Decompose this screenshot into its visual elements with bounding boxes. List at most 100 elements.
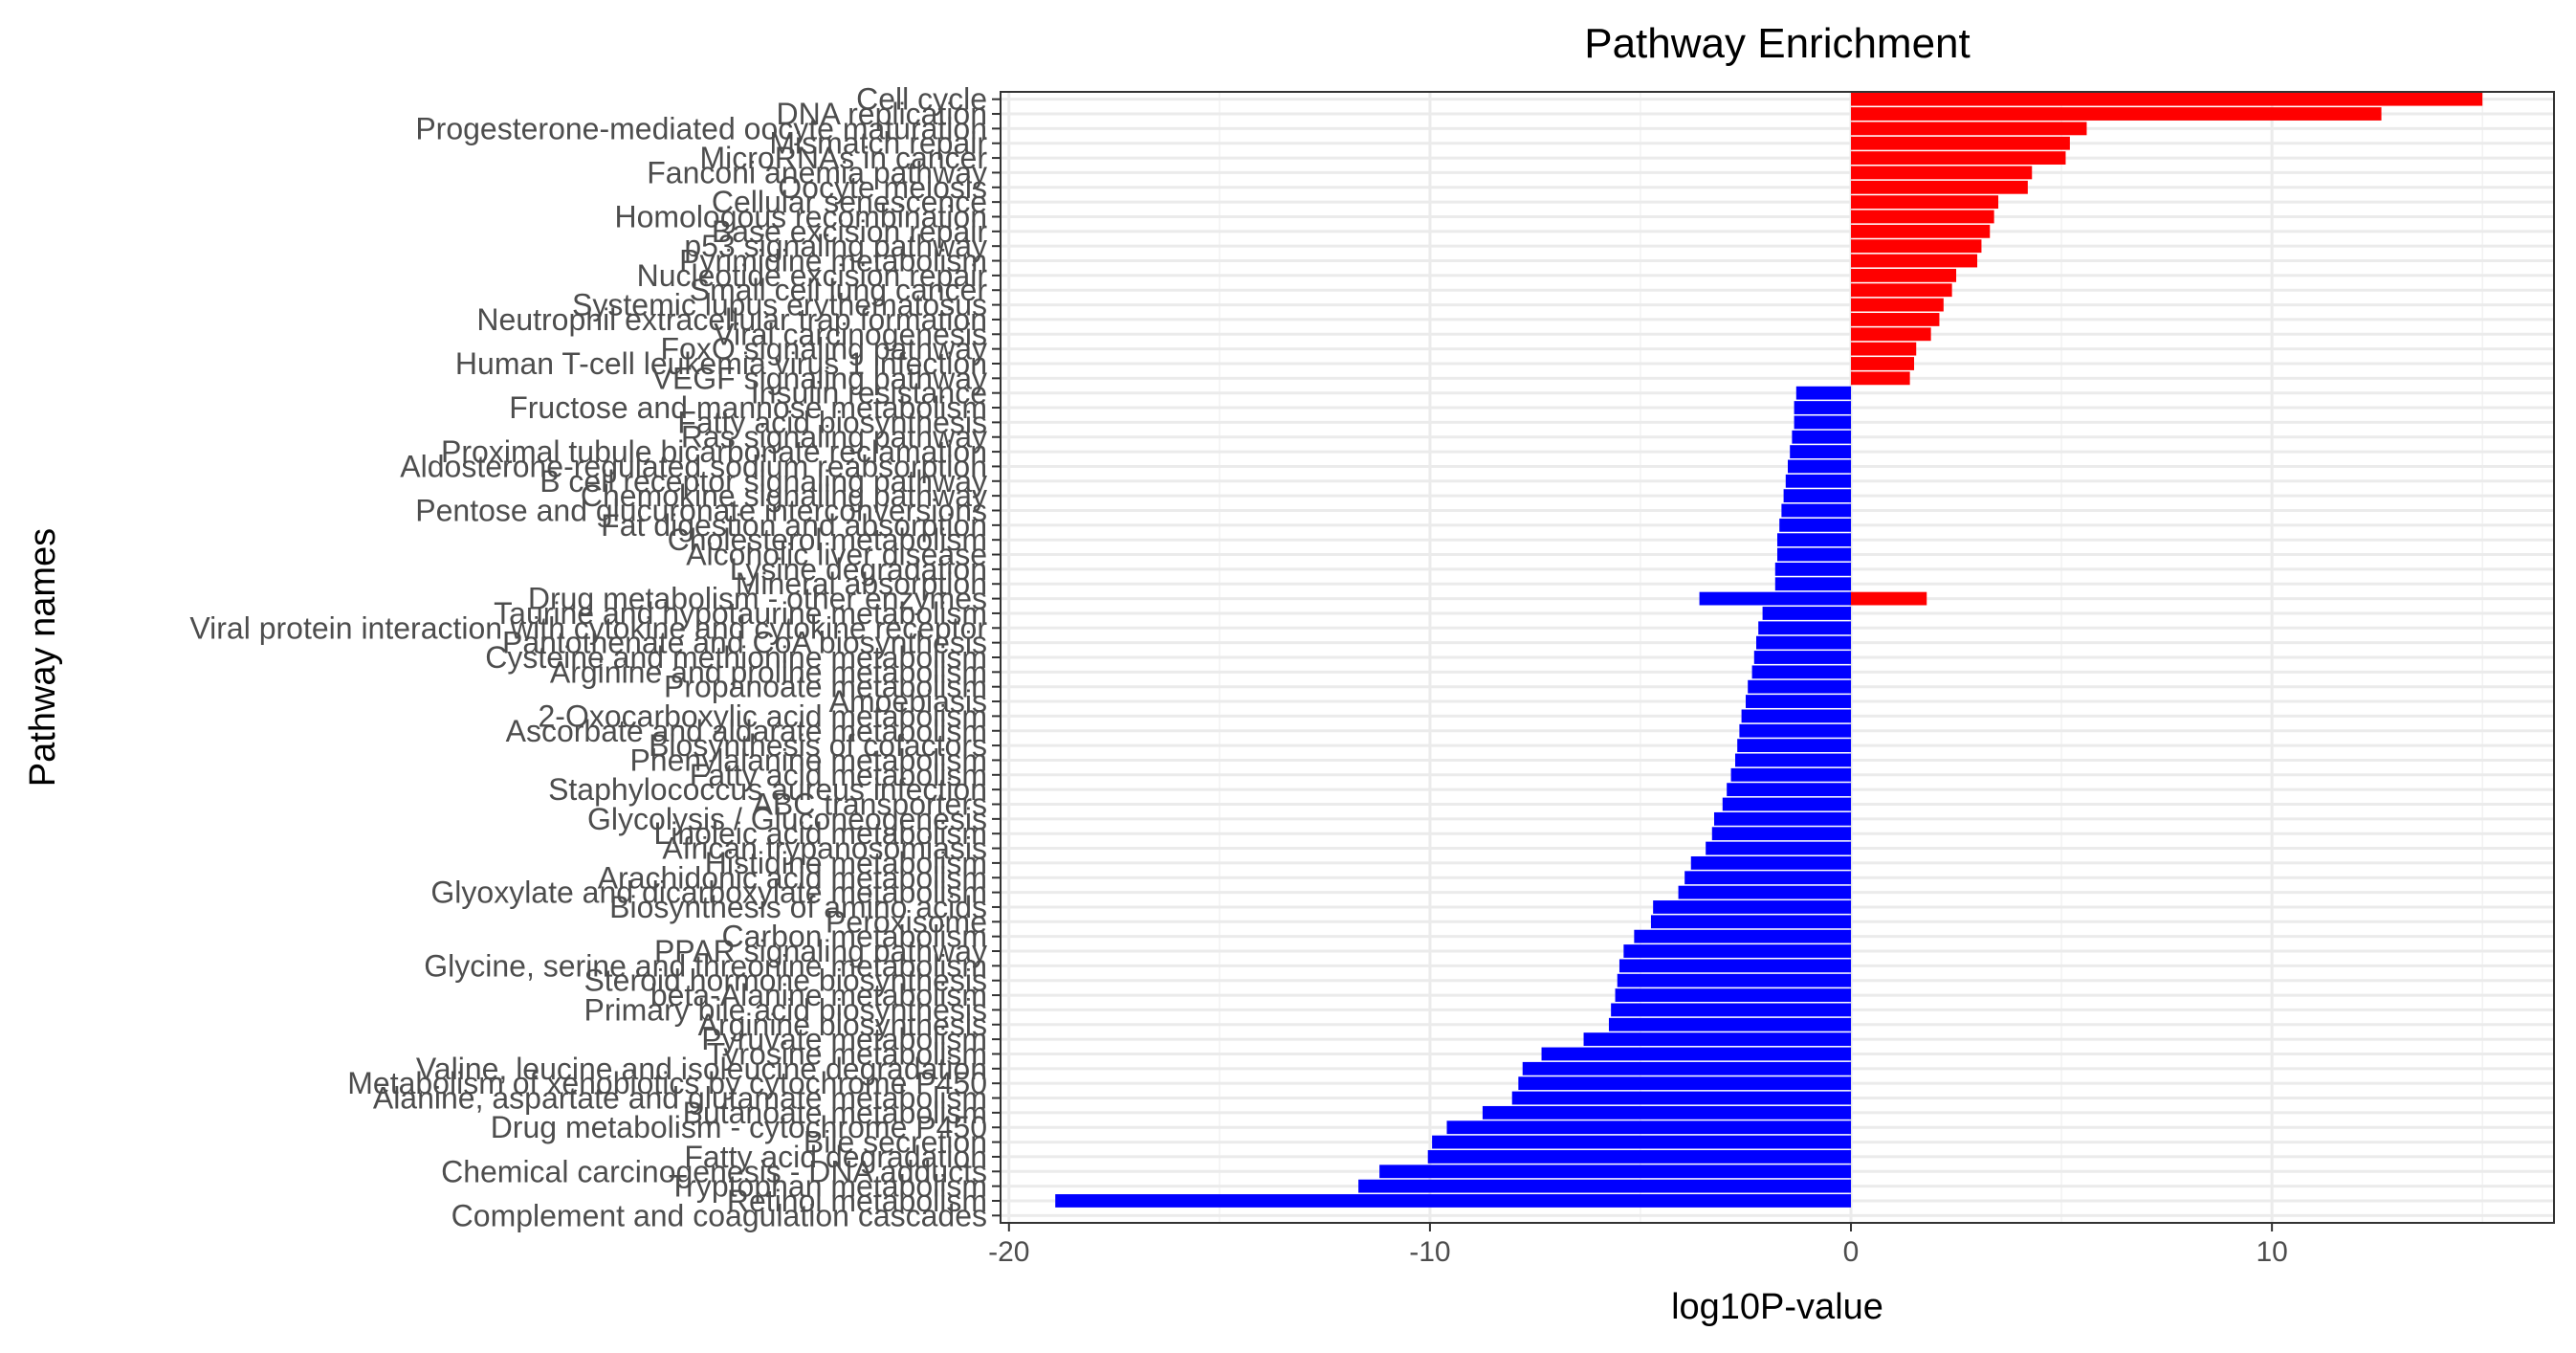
bar	[1774, 562, 1852, 576]
y-tick-label: Steroid hormone biosynthesis	[583, 964, 987, 998]
bar	[1851, 180, 2028, 194]
bar	[1851, 327, 1931, 342]
y-tick-label: Carbon metabolism	[722, 920, 987, 954]
bar	[1790, 445, 1852, 458]
y-tick-label: Cell cycle	[856, 82, 987, 117]
bar	[1739, 723, 1852, 738]
bar	[1792, 430, 1852, 444]
y-tick-label: beta-Alanine metabolism	[650, 978, 987, 1012]
y-tick-label: Ras signaling pathway	[681, 420, 987, 455]
bar	[1851, 342, 1917, 356]
bar	[1055, 1194, 1852, 1208]
y-tick-label: MicroRNAs in cancer	[699, 141, 987, 175]
y-tick-label: Staphylococcus aureus infection	[548, 772, 987, 807]
bar	[1684, 871, 1852, 885]
y-tick-label: Phenylalanine metabolism	[629, 743, 987, 777]
bar	[1737, 739, 1852, 753]
bar	[1482, 1105, 1852, 1120]
bar	[1706, 841, 1852, 855]
bar	[1851, 122, 2087, 136]
y-tick-label: Arginine and proline metabolism	[550, 654, 987, 689]
bar	[1755, 635, 1852, 650]
bar	[1618, 959, 1852, 973]
bar	[1713, 811, 1852, 826]
chart-title: Pathway Enrichment	[1584, 20, 1971, 67]
y-tick-label: Taurine and hypotaurine metabolism	[494, 596, 987, 631]
y-tick-label: Mismatch repair	[769, 126, 987, 161]
y-tick-label: Pentose and glucuronate interconversions	[415, 493, 987, 527]
bar	[1851, 268, 1957, 282]
y-tick-label: Fatty acid degradation	[684, 1140, 987, 1174]
y-tick-label: Fatty acid metabolism	[690, 758, 987, 792]
bar	[1678, 885, 1852, 899]
bar	[1851, 136, 2070, 150]
y-tick-label: Oocyte meiosis	[778, 170, 987, 205]
bar	[1851, 591, 1927, 606]
bar	[1690, 856, 1852, 870]
bar	[1851, 357, 1915, 370]
y-tick-label: Mineral absorption	[736, 566, 987, 601]
y-tick-label: B cell receptor signaling pathway	[539, 464, 987, 499]
bar	[1851, 210, 1994, 224]
y-tick-label: Pyrimidine metabolism	[679, 244, 987, 278]
bar	[1734, 753, 1852, 767]
y-tick-label: Valine, leucine and isoleucine degradati…	[416, 1052, 987, 1086]
y-tick-label: Fructose and mannose metabolism	[509, 390, 987, 425]
y-tick-label: Human T-cell leukemia virus 1 infection	[455, 346, 987, 381]
bar	[1851, 224, 1991, 238]
y-tick-label: Insulin resistance	[751, 376, 987, 410]
bar	[1432, 1135, 1852, 1149]
y-tick-label: Arachidonic acid metabolism	[598, 860, 987, 895]
bar	[1777, 533, 1852, 547]
y-tick-label: Fatty acid biosynthesis	[677, 405, 987, 439]
y-tick-label: p53 signaling pathway	[684, 229, 987, 263]
y-tick-label: Proximal tubule bicarbonate reclamation	[441, 434, 987, 469]
y-tick-label: Homologous recombination	[614, 199, 987, 233]
y-tick-label: Histidine metabolism	[705, 846, 987, 880]
bar	[1617, 973, 1852, 987]
bar	[1379, 1164, 1852, 1179]
y-tick-label: Viral protein interaction with cytokine …	[189, 610, 987, 645]
x-tick-label: -10	[1409, 1236, 1450, 1268]
y-tick-label: Peroxisome	[826, 904, 987, 939]
bar	[1522, 1061, 1852, 1076]
bar	[1851, 195, 1999, 210]
y-tick-label: Linoleic acid metabolism	[653, 816, 987, 851]
bar	[1608, 1017, 1852, 1031]
x-axis-title: log10P-value	[1671, 1287, 1883, 1327]
bar	[1851, 239, 1982, 254]
y-tick-label: VEGF signaling pathway	[652, 361, 987, 395]
bar	[1779, 518, 1852, 532]
bar	[1781, 503, 1852, 518]
y-tick-label: ABC transporters	[753, 787, 987, 822]
bar	[1711, 827, 1852, 841]
y-tick-label: Fat digestion and absorption	[601, 508, 987, 543]
y-tick-label: Arginine biosynthesis	[698, 1008, 987, 1042]
x-tick-label: 10	[2256, 1236, 2287, 1268]
bar	[1794, 401, 1852, 414]
y-tick-label: PPAR signaling pathway	[654, 934, 987, 968]
bar	[1615, 988, 1852, 1002]
y-tick-label: Alcoholic liver disease	[686, 538, 987, 572]
bar	[1758, 621, 1852, 635]
y-tick-label: Systemic lupus erythematosus	[572, 288, 987, 322]
y-tick-label: Cysteine and methionine metabolism	[485, 640, 987, 675]
y-tick-label: Neutrophil extracellular trap formation	[476, 302, 987, 337]
bar	[1722, 797, 1852, 811]
y-tick-label: Progesterone-mediated oocyte maturation	[415, 111, 987, 145]
bar	[1851, 254, 1978, 268]
bar	[1783, 489, 1852, 503]
y-tick-label: Primary bile acid biosynthesis	[584, 992, 988, 1027]
bar	[1650, 915, 1852, 929]
y-tick-label: Glycolysis / Gluconeogenesis	[587, 802, 987, 836]
bar	[1795, 386, 1852, 400]
bar	[1785, 474, 1852, 488]
bar	[1751, 665, 1852, 679]
y-tick-label: Metabolism of xenobiotics by cytochrome …	[347, 1066, 987, 1100]
y-tick-label: Fanconi anemia pathway	[647, 155, 987, 189]
y-tick-label: Chemical carcinogenesis - DNA adducts	[441, 1154, 987, 1188]
bar	[1788, 459, 1852, 474]
y-tick-label: Pyruvate metabolism	[701, 1022, 987, 1056]
